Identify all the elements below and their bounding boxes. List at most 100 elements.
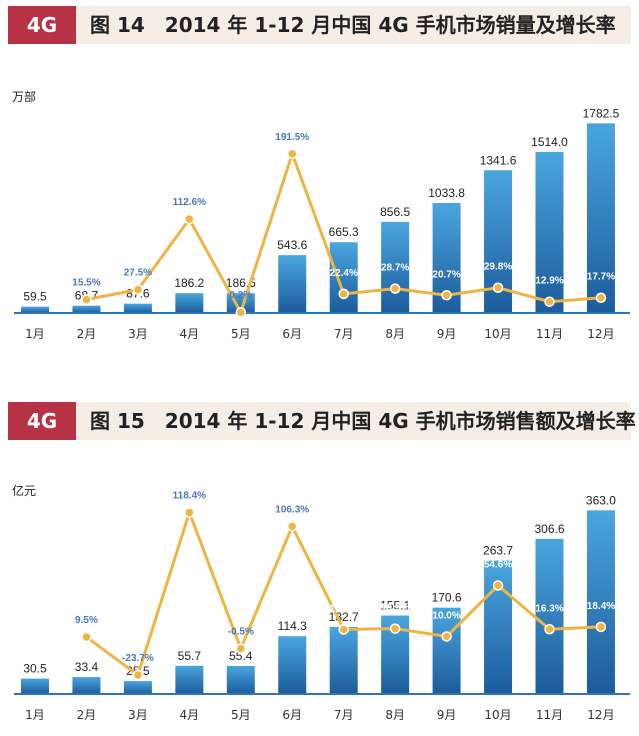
bar-value-label: 170.6 [432,591,462,605]
bar [329,626,358,694]
month-tick-label: 3月 [128,708,148,722]
bar [329,242,358,313]
growth-rate-label: 28.7% [381,263,409,274]
growth-point [287,521,298,532]
growth-rate-label: 29.8% [484,262,512,273]
bar-value-label: 55.7 [178,649,202,663]
month-tick-label: 1月 [25,327,45,341]
bar-value-label: 1033.8 [428,186,465,200]
month-tick-label: 4月 [180,327,200,341]
month-tick-label: 8月 [385,708,405,722]
bar-value-label: 1514.0 [531,135,568,149]
growth-rate-label: 15.5% [72,278,100,289]
growth-point [492,282,504,293]
chart-title: 图 15 2014 年 1-12 月中国 4G 手机市场销售额及增长率 [90,409,636,433]
month-tick-label: 6月 [282,327,302,341]
growth-point [184,507,195,518]
growth-point [184,213,195,225]
growth-rate-label: 54.6% [484,559,512,570]
growth-point [235,306,247,318]
bar-value-label: 186.2 [174,276,204,290]
growth-rate-label: 191.5% [275,132,309,143]
growth-rate-label: 9.5% [75,615,98,626]
bar [175,665,204,694]
growth-point [441,631,452,642]
month-tick-label: 11月 [536,708,563,722]
month-tick-label: 9月 [437,327,457,341]
month-tick-label: 11月 [536,327,563,341]
bar-value-label: 263.7 [483,544,513,558]
bar-value-label: 856.5 [380,205,410,219]
month-tick-label: 12月 [587,327,614,341]
growth-point [338,624,349,635]
month-tick-label: 1月 [25,708,45,722]
bar [72,677,101,694]
bar-value-label: 33.4 [75,660,99,674]
growth-point [441,290,452,301]
growth-rate-label: 17.7% [587,272,615,283]
growth-point [544,624,555,635]
bar-value-label: 363.0 [586,493,616,507]
growth-point [389,623,401,634]
growth-rate-label: 10.0% [432,610,460,621]
growth-point [81,294,92,305]
bar [175,293,204,313]
month-tick-label: 10月 [484,708,511,722]
growth-rate-label: 16.9% [381,603,409,614]
bar-value-label: 59.5 [23,290,47,304]
month-tick-label: 4月 [180,708,200,722]
bar [123,681,152,694]
growth-rate-label: 12.9% [535,276,563,287]
bar [535,151,564,313]
bar [586,123,615,313]
bar [226,665,255,694]
bar [381,221,410,313]
chart-header: 4G 图 14 2014 年 1-12 月中国 4G 手机市场销量及增长率 [8,6,631,44]
growth-point [492,580,504,591]
month-tick-label: 7月 [334,327,354,341]
bar [21,306,49,313]
y-unit-label: 亿元 [12,484,37,498]
bar [586,510,615,694]
growth-rate-label: 18.4% [587,601,615,612]
growth-rate-label: 0.2% [229,290,252,301]
growth-rate-label: 112.6% [173,197,206,208]
bar-value-label: 155.1 [380,599,410,613]
bar [432,607,461,694]
bar-value-label: 30.5 [23,662,47,676]
growth-point [235,643,247,654]
month-tick-label: 2月 [77,708,97,722]
growth-point [389,283,401,294]
growth-rate-label: 20.7% [432,269,460,280]
growth-rate-label: 22.4% [330,268,358,279]
bar-value-label: 665.3 [329,225,359,239]
bar [123,303,152,313]
month-tick-label: 2月 [77,327,97,341]
category-tag: 4G [8,6,76,44]
growth-rate-label: 118.4% [173,490,206,501]
month-tick-label: 10月 [484,327,511,341]
bar-value-label: 1782.5 [583,106,620,120]
growth-point [595,292,607,303]
month-tick-label: 6月 [282,708,302,722]
growth-rate-label: 16.1% [330,603,358,614]
growth-point [81,631,92,643]
month-tick-label: 8月 [385,327,405,341]
bar [535,538,564,694]
growth-point [595,621,607,633]
month-tick-label: 9月 [437,708,457,722]
month-tick-label: 5月 [231,708,251,722]
bar-value-label: 1341.6 [480,153,517,167]
bar [72,305,101,313]
growth-rate-label: 16.3% [535,603,563,614]
bar [21,678,49,694]
bar-value-label: 114.3 [278,619,307,633]
growth-rate-label: 106.3% [275,504,309,515]
growth-point [287,148,298,160]
growth-point [132,284,144,295]
chart-header: 4G 图 15 2014 年 1-12 月中国 4G 手机市场销售额及增长率 [8,402,636,440]
growth-point [338,288,349,300]
growth-point [132,669,144,681]
bar-value-label: 55.4 [229,649,253,663]
